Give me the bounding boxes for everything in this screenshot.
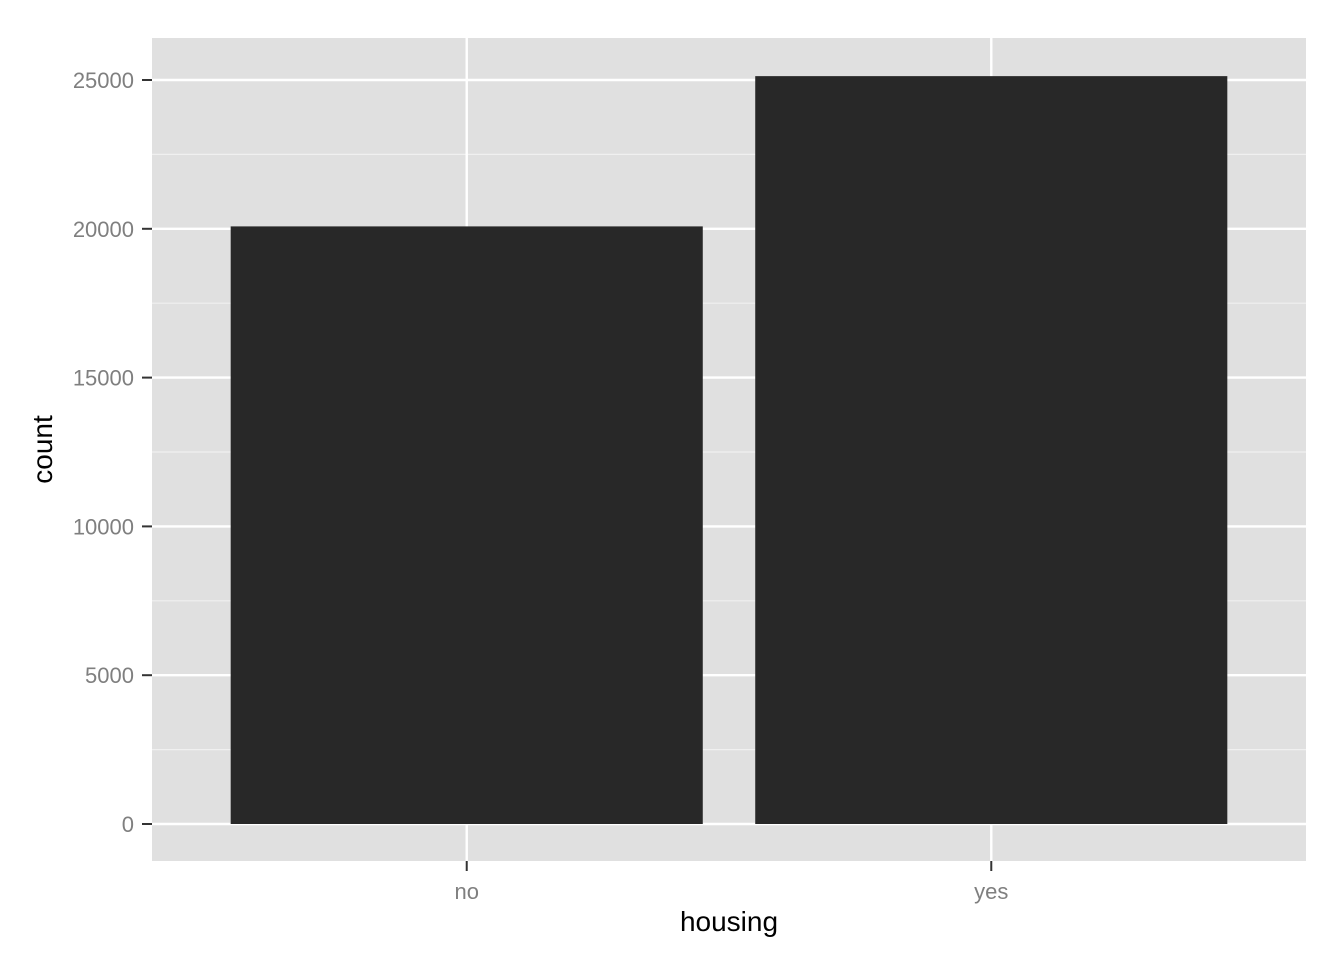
x-tick-label-no: no [454,879,478,904]
y-axis: 0 5000 10000 15000 20000 25000 [73,68,152,837]
y-tick-label: 5000 [85,663,134,688]
y-axis-title: count [27,415,58,484]
x-axis-title: housing [680,906,778,937]
x-axis: no yes [454,861,1008,904]
bar-yes [755,76,1228,824]
y-tick-label: 0 [122,812,134,837]
y-tick-label: 25000 [73,68,134,93]
x-tick-label-yes: yes [974,879,1008,904]
y-tick-label: 15000 [73,366,134,391]
bar-no [230,226,703,825]
bars [230,76,1228,825]
y-tick-label: 10000 [73,514,134,539]
y-tick-label: 20000 [73,217,134,242]
